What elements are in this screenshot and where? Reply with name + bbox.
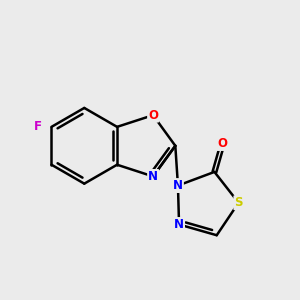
Text: F: F <box>34 120 42 134</box>
Text: O: O <box>218 137 227 150</box>
Text: S: S <box>234 196 243 209</box>
Text: O: O <box>148 109 158 122</box>
Text: N: N <box>173 179 183 192</box>
Text: N: N <box>148 170 158 183</box>
Text: N: N <box>174 218 184 231</box>
